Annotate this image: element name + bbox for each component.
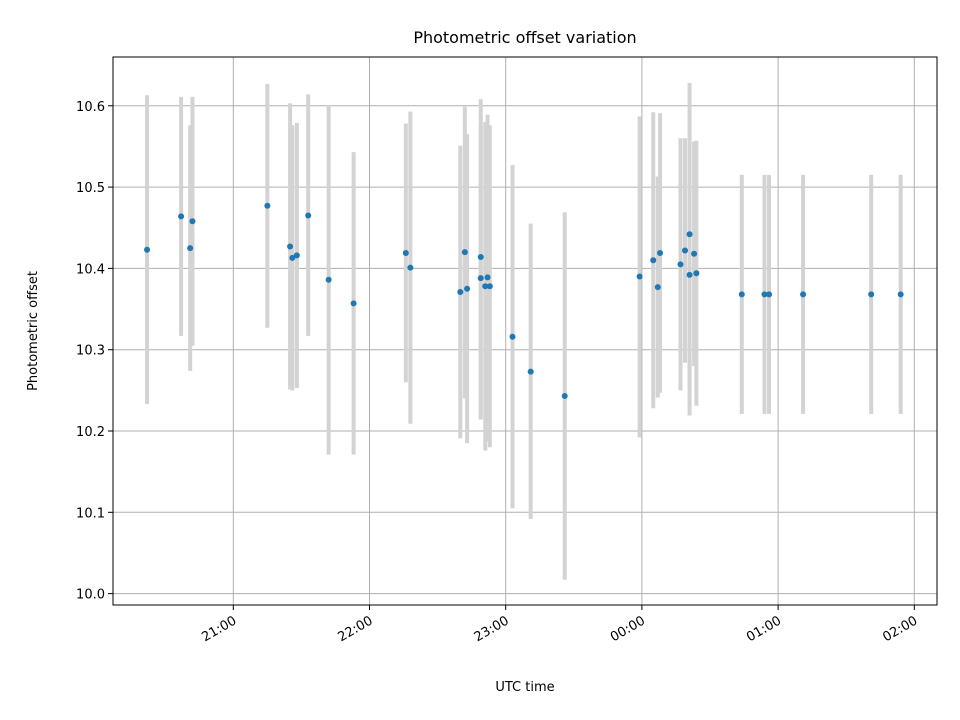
data-point	[289, 254, 296, 261]
x-tick-label: 21:00	[199, 613, 239, 645]
data-point	[477, 254, 484, 261]
y-tick-label: 10.2	[76, 425, 105, 440]
data-point	[484, 274, 491, 281]
data-point	[287, 243, 294, 250]
data-point	[738, 291, 745, 298]
data-point	[527, 368, 534, 375]
data-point	[561, 393, 568, 400]
data-point	[187, 245, 194, 252]
data-point	[325, 276, 332, 283]
data-point	[457, 288, 464, 295]
data-point	[766, 291, 773, 298]
data-point	[636, 273, 643, 280]
x-tick-label: 23:00	[472, 613, 512, 645]
data-point	[682, 247, 689, 254]
y-tick-label: 10.6	[76, 100, 105, 115]
y-tick-label: 10.1	[76, 506, 105, 521]
data-point	[868, 291, 875, 298]
data-point	[686, 271, 693, 278]
grid	[113, 57, 937, 605]
x-tick-label: 01:00	[744, 613, 784, 645]
error-bars	[145, 83, 903, 580]
data-point	[897, 291, 904, 298]
x-tick-label: 22:00	[336, 613, 376, 645]
data-point	[657, 249, 664, 256]
data-point	[693, 270, 700, 277]
y-axis-ticks: 10.0 10.1 10.2 10.3 10.4 10.5 10.6	[76, 100, 113, 603]
data-point	[293, 252, 300, 259]
data-point	[477, 275, 484, 282]
data-point	[407, 264, 414, 271]
data-point	[464, 285, 471, 292]
chart-title: Photometric offset variation	[413, 28, 636, 47]
x-tick-label: 00:00	[608, 613, 648, 645]
data-point	[178, 213, 185, 220]
y-tick-label: 10.5	[76, 181, 105, 196]
data-point	[402, 249, 409, 256]
data-point	[144, 246, 151, 253]
data-point	[800, 291, 807, 298]
y-tick-label: 10.3	[76, 344, 105, 359]
data-point	[509, 333, 516, 340]
y-axis-label: Photometric offset	[26, 271, 41, 391]
x-axis-ticks: 21:00 22:00 23:00 00:00 01:00 02:00	[199, 605, 920, 645]
y-tick-label: 10.4	[76, 262, 105, 277]
data-point	[461, 249, 468, 256]
data-point	[264, 202, 271, 209]
plot-frame	[112, 56, 938, 606]
data-point	[686, 231, 693, 238]
data-point	[482, 283, 489, 290]
data-point	[761, 291, 768, 298]
y-tick-label: 10.0	[76, 588, 105, 603]
data-point	[486, 283, 493, 290]
data-point	[677, 261, 684, 268]
data-point	[189, 218, 196, 225]
data-point	[350, 300, 357, 307]
data-point	[650, 257, 657, 264]
data-points	[144, 202, 904, 400]
data-point	[305, 212, 312, 219]
x-axis-label: UTC time	[495, 680, 554, 695]
data-point	[654, 284, 661, 291]
x-tick-label: 02:00	[880, 613, 920, 645]
data-point	[691, 250, 698, 257]
